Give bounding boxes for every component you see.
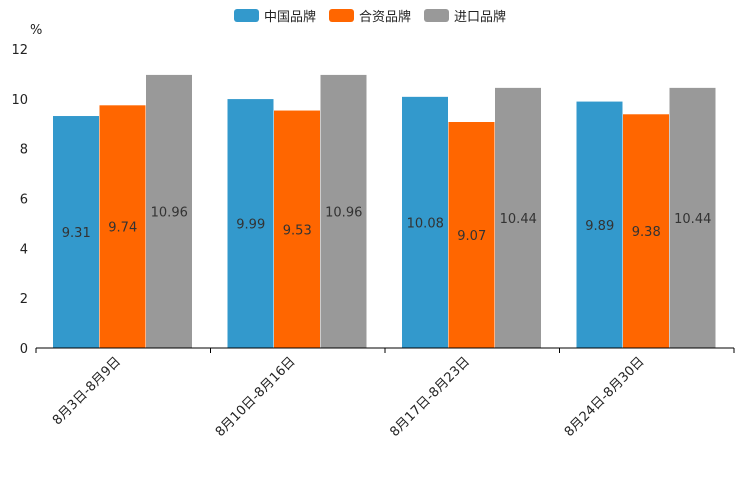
bar-label-0-3: 9.89 xyxy=(585,219,614,234)
bars-group: 9.31 9.74 10.96 9.99 9.53 10.96 10.08 9.07 10.44… xyxy=(53,74,716,349)
bar-label-2-1: 10.96 xyxy=(325,205,362,220)
bar-label-1-2: 9.07 xyxy=(457,229,486,244)
legend: 中国品牌 合资品牌 进口品牌 xyxy=(234,9,506,25)
bar-label-0-1: 9.99 xyxy=(236,218,265,233)
bar-label-2-2: 10.44 xyxy=(500,212,537,227)
x-category-label-0: 8月3日-8月9日 xyxy=(50,354,124,428)
bar-1-0 xyxy=(99,105,146,348)
bar-2-3 xyxy=(669,87,716,349)
legend-swatch-2 xyxy=(424,9,449,22)
bar-1-1 xyxy=(274,110,320,349)
bar-label-0-2: 10.08 xyxy=(407,216,444,231)
bar-0-2 xyxy=(402,96,448,348)
bar-1-3 xyxy=(623,114,669,348)
bar-0-3 xyxy=(576,101,623,349)
bar-0-0 xyxy=(53,116,99,348)
bar-label-1-3: 9.38 xyxy=(632,225,661,240)
y-tick-label-2: 4 xyxy=(20,242,28,257)
legend-swatch-1 xyxy=(329,9,354,22)
x-category-label-2: 8月17日-8月23日 xyxy=(387,354,473,440)
bar-2-0 xyxy=(146,74,192,348)
x-category-label-1: 8月10日-8月16日 xyxy=(213,354,299,440)
bar-label-0-0: 9.31 xyxy=(62,226,91,241)
y-tick-label-3: 6 xyxy=(20,193,28,208)
legend-label-1: 合资品牌 xyxy=(359,9,411,25)
legend-label-2: 进口品牌 xyxy=(454,9,506,25)
x-category-label-3: 8月24日-8月30日 xyxy=(562,354,648,440)
y-tick-label-5: 10 xyxy=(11,93,28,108)
bar-label-1-1: 9.53 xyxy=(283,223,312,238)
bar-2-2 xyxy=(495,87,541,349)
bar-label-2-3: 10.44 xyxy=(674,212,711,227)
bar-1-2 xyxy=(448,122,495,349)
bar-label-1-0: 9.74 xyxy=(108,221,137,236)
legend-label-0: 中国品牌 xyxy=(264,9,316,25)
y-tick-label-1: 2 xyxy=(20,292,28,307)
y-tick-label-0: 0 xyxy=(20,342,28,357)
bar-0-1 xyxy=(227,99,274,349)
y-axis-unit-label: % xyxy=(30,23,42,38)
bar-2-1 xyxy=(320,74,367,348)
bar-label-2-0: 10.96 xyxy=(151,205,188,220)
y-tick-label-6: 12 xyxy=(11,43,28,58)
y-tick-label-4: 8 xyxy=(20,143,28,158)
legend-swatch-0 xyxy=(234,9,259,22)
